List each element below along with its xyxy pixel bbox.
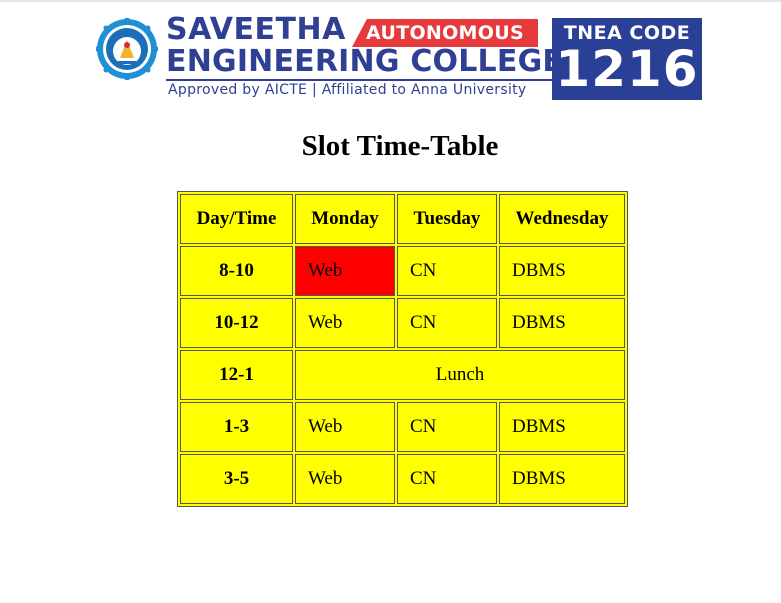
header-day-time: Day/Time — [180, 194, 293, 244]
header-monday: Monday — [295, 194, 395, 244]
tnea-code-number: 1216 — [555, 40, 699, 98]
time-slot: 8-10 — [180, 246, 293, 296]
page-title: Slot Time-Table — [301, 130, 499, 162]
cell-monday: Web — [295, 298, 395, 348]
timetable: Day/Time Monday Tuesday Wednesday 8-10 W… — [177, 191, 628, 507]
time-slot: 12-1 — [180, 350, 293, 400]
cell-wednesday: DBMS — [499, 402, 625, 452]
cell-monday: Web — [295, 454, 395, 504]
cell-tuesday: CN — [397, 246, 497, 296]
cell-wednesday: DBMS — [499, 298, 625, 348]
college-banner: SAVEETHA ENGINEERING COLLEGE Approved by… — [96, 12, 702, 102]
table-row: 1-3 Web CN DBMS — [180, 402, 625, 452]
college-name-line1: SAVEETHA — [166, 12, 346, 47]
college-seal-icon — [96, 18, 158, 80]
time-slot: 3-5 — [180, 454, 293, 504]
college-name: SAVEETHA ENGINEERING COLLEGE Approved by… — [166, 12, 608, 102]
tnea-code-label: TNEA CODE — [563, 22, 691, 44]
cell-wednesday: DBMS — [499, 454, 625, 504]
logo-divider — [166, 79, 608, 81]
college-name-line2: ENGINEERING COLLEGE — [166, 44, 564, 79]
autonomous-badge: AUTONOMOUS — [352, 19, 538, 47]
lunch-cell: Lunch — [295, 350, 625, 400]
window-top-border — [0, 0, 781, 2]
cell-monday: Web — [295, 246, 395, 296]
table-row: 10-12 Web CN DBMS — [180, 298, 625, 348]
time-slot: 10-12 — [180, 298, 293, 348]
time-slot: 1-3 — [180, 402, 293, 452]
cell-tuesday: CN — [397, 454, 497, 504]
table-row: 8-10 Web CN DBMS — [180, 246, 625, 296]
tnea-code-badge: TNEA CODE 1216 — [552, 18, 702, 100]
cell-tuesday: CN — [397, 402, 497, 452]
college-tagline: Approved by AICTE | Affiliated to Anna U… — [168, 82, 527, 98]
header-wednesday: Wednesday — [499, 194, 625, 244]
table-row: 12-1 Lunch — [180, 350, 625, 400]
table-header-row: Day/Time Monday Tuesday Wednesday — [180, 194, 625, 244]
cell-wednesday: DBMS — [499, 246, 625, 296]
header-tuesday: Tuesday — [397, 194, 497, 244]
cell-tuesday: CN — [397, 298, 497, 348]
table-row: 3-5 Web CN DBMS — [180, 454, 625, 504]
cell-monday: Web — [295, 402, 395, 452]
